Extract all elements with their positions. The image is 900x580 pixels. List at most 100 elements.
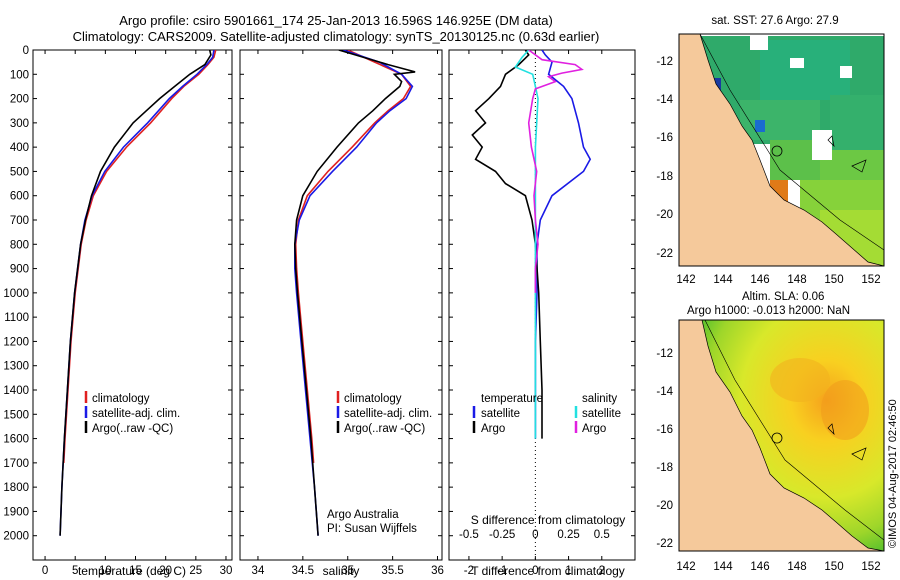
series-line-climatology [294, 50, 412, 463]
depth-tick-label: 300 [10, 118, 29, 130]
legend-argo-label: Argo(..raw -QC) [344, 423, 425, 435]
lon-tick: 150 [824, 274, 843, 286]
lon-tick: 142 [676, 274, 695, 286]
lat-tick: -14 [656, 386, 673, 398]
x-tick-label: 15 [129, 565, 142, 577]
depth-tick-label: 1800 [3, 482, 29, 494]
lat-tick: -16 [656, 424, 673, 436]
depth-tick-label: 400 [10, 142, 29, 154]
depth-tick-label: 1600 [3, 434, 29, 446]
lat-tick: -20 [656, 500, 673, 512]
lat-tick: -22 [656, 248, 673, 260]
s-tick-label: 0.25 [557, 529, 579, 541]
difference-series [471, 50, 592, 439]
temperature-plot-frame [32, 49, 233, 561]
t-difference-axis-label: T difference from climatology [471, 564, 625, 578]
difference-depth-ticks [449, 49, 635, 537]
lon-tick: 152 [861, 561, 880, 573]
legend-t-satellite-label: satellite [481, 408, 520, 420]
lat-tick: -12 [656, 56, 673, 68]
sla-map: Altim. SLA: 0.06 Argo h1000: -0.013 h200… [656, 291, 885, 573]
sla-latitude-ticks: -12 -14 -16 -18 -20 -22 [656, 348, 673, 550]
lon-tick: 144 [713, 274, 733, 286]
series-line-argo-raw-qc- [293, 50, 416, 536]
lon-tick: 146 [750, 274, 769, 286]
lon-tick: 152 [861, 274, 880, 286]
lat-tick: -18 [656, 462, 673, 474]
x-tick-label: 34 [252, 565, 265, 577]
salinity-axis-label: salinity [323, 564, 360, 578]
s-tick-label: 0.5 [594, 529, 610, 541]
temperature-series [59, 50, 217, 536]
lat-tick: -18 [656, 171, 673, 183]
lat-tick: -16 [656, 132, 673, 144]
title-line-1: Argo profile: csiro 5901661_174 25-Jan-2… [119, 13, 553, 28]
x-tick-label: 34.5 [292, 565, 314, 577]
sst-longitude-ticks: 142 144 146 148 150 152 [676, 274, 880, 286]
series-line-temperature-argo [471, 50, 543, 439]
credit-line-1: Argo Australia [327, 509, 399, 521]
sla-map-canvas [679, 320, 884, 551]
salinity-legend: climatology satellite-adj. clim. Argo(..… [336, 391, 432, 435]
series-line-satellite-adj-clim- [293, 50, 414, 536]
temperature-axis-ticks: 0 5 10 15 20 25 30 [42, 50, 233, 577]
argo-float-marker [771, 432, 783, 444]
depth-tick-label: 1100 [4, 312, 29, 324]
sla-map-title-2: Argo h1000: -0.013 h2000: NaN [687, 305, 850, 317]
depth-tick-label: 1500 [3, 409, 29, 421]
sst-map-canvas [679, 34, 884, 266]
lon-tick: 144 [713, 561, 733, 573]
temperature-panel: 0100200300400500600700800900100011001200… [3, 45, 233, 578]
s-tick-label: -0.5 [459, 529, 479, 541]
copyright-stamp: ©IMOS 04-Aug-2017 02:46:50 [887, 399, 899, 548]
x-tick-label: 20 [159, 565, 172, 577]
x-tick-label: 25 [189, 565, 202, 577]
depth-tick-label: 1900 [3, 506, 29, 518]
lon-tick: 150 [824, 561, 843, 573]
depth-tick-label: 1200 [3, 336, 29, 348]
lat-tick: -20 [656, 209, 673, 221]
depth-axis-ticks: 0 100 200 300 400 500 600 700 800 900 1000 1100 1200… [3, 45, 232, 543]
depth-tick-label: 1400 [3, 385, 29, 397]
s-tick-label: -0.25 [489, 529, 515, 541]
lat-tick: -14 [656, 94, 673, 106]
x-tick-label: 30 [220, 565, 233, 577]
depth-tick-label: 1700 [3, 458, 29, 470]
series-line-salinity-argo [527, 50, 584, 293]
depth-tick-label: 1300 [3, 361, 29, 373]
x-tick-label: 2 [599, 565, 605, 577]
salinity-plot-frame [239, 49, 443, 561]
lon-tick: 148 [787, 274, 806, 286]
credit-line-2: PI: Susan Wijffels [327, 523, 417, 535]
legend-temperature-header: temperature [481, 393, 543, 405]
lon-tick: 146 [750, 561, 769, 573]
sst-latitude-ticks: -12 -14 -16 -18 -20 -22 [656, 56, 673, 260]
depth-tick-label: 100 [10, 69, 29, 81]
legend-salinity-header: salinity [582, 393, 617, 405]
depth-tick-label: 2000 [3, 531, 29, 543]
sla-map-title-1: Altim. SLA: 0.06 [742, 291, 824, 303]
x-tick-label: 10 [99, 565, 112, 577]
salinity-axis-ticks: 34 34.5 35 35.5 36 [252, 50, 444, 577]
depth-tick-label: 800 [10, 239, 29, 251]
x-tick-label: 35.5 [381, 565, 403, 577]
salinity-depth-ticks [240, 49, 442, 537]
legend-climatology-label: climatology [92, 393, 150, 405]
lon-tick: 148 [787, 561, 806, 573]
x-tick-label: 35 [341, 565, 354, 577]
legend-satellite-label: satellite-adj. clim. [92, 408, 180, 420]
temperature-axis-label: temperature (deg C) [78, 564, 186, 578]
title-line-2: Climatology: CARS2009. Satellite-adjuste… [73, 29, 600, 44]
sst-map-title: sat. SST: 27.6 Argo: 27.9 [711, 15, 838, 27]
depth-tick-label: 1000 [3, 288, 29, 300]
depth-tick-label: 700 [10, 215, 29, 227]
depth-tick-label: 0 [23, 45, 29, 57]
x-tick-label: -1 [497, 565, 507, 577]
x-tick-label: 1 [565, 565, 571, 577]
t-difference-axis-ticks: -2 -1 0 1 2 [464, 50, 605, 577]
series-line-temperature-satellite [534, 50, 592, 439]
s-difference-axis-label: S difference from climatology [471, 513, 626, 527]
lat-tick: -12 [656, 348, 673, 360]
legend-argo-label: Argo(..raw -QC) [92, 423, 173, 435]
